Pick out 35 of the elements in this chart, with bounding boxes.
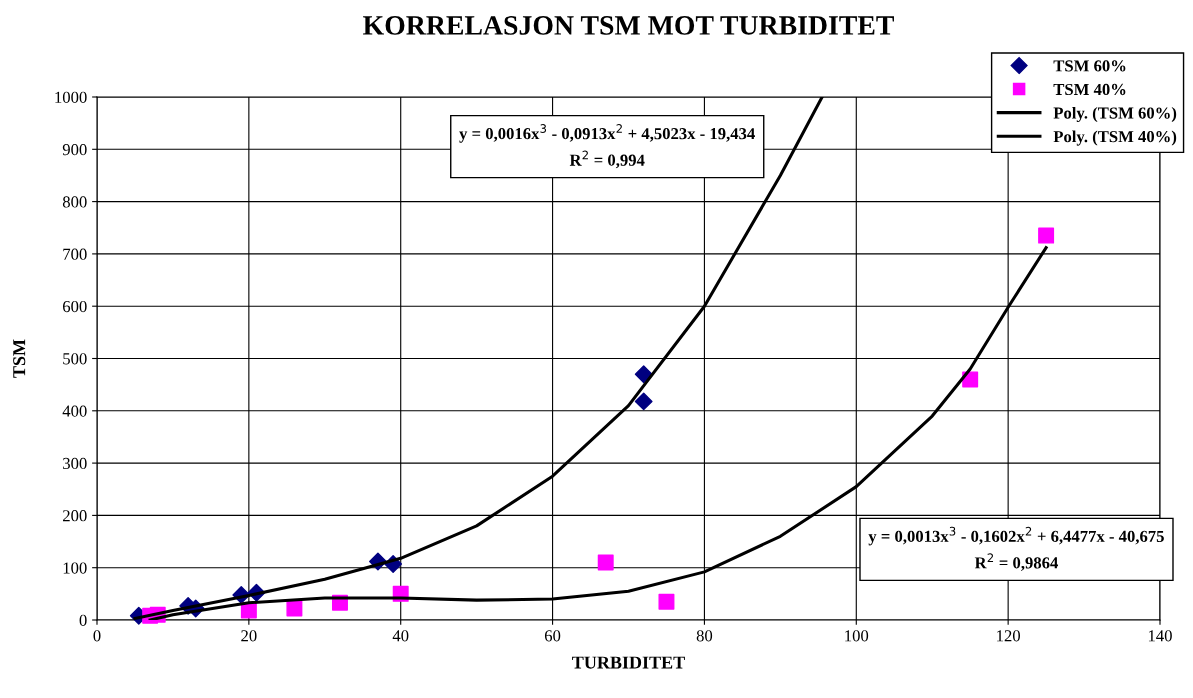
legend-label: Poly. (TSM 60%): [1053, 106, 1177, 123]
y-tick-label: 700: [63, 248, 87, 260]
point: [634, 392, 653, 411]
point: [240, 602, 257, 619]
point: [634, 365, 653, 384]
y-tick-label: 400: [62, 405, 87, 417]
y-axis-title: TSM: [13, 339, 26, 378]
legend-label: TSM 40%: [1053, 83, 1126, 96]
y-tick-label: 900: [62, 144, 87, 156]
y-tick-label: 300: [63, 457, 87, 470]
legend-label: TSM 60%: [1053, 60, 1126, 72]
point: [286, 600, 303, 617]
x-axis-title: TURBIDITET: [572, 656, 685, 669]
y-tick-label: 500: [63, 353, 87, 365]
point: [658, 593, 675, 610]
x-tick-label: 0: [93, 630, 101, 642]
y-tick-label: 600: [62, 300, 87, 313]
legend-label: Poly. (TSM 40%): [1053, 130, 1177, 146]
point: [1038, 227, 1055, 244]
x-tick-label: 20: [241, 630, 257, 642]
x-tick-label: 140: [1148, 630, 1172, 642]
x-tick-label: 80: [696, 630, 713, 642]
text: y = 0,0013x$^{3}$ - 0,1602x$^{2}$ + 6,4477x - 40,675 R$^{2}$ = 0,9864: [868, 526, 1164, 571]
y-tick-label: 800: [62, 196, 87, 208]
x-tick-label: 60: [544, 630, 561, 642]
x-tick-label: 40: [392, 630, 409, 642]
y-tick-label: 0: [79, 614, 87, 626]
point: [597, 554, 614, 571]
chart-title: KORRELASJON TSM MOT TURBIDITET: [363, 16, 894, 35]
text: y = 0,0016x$^{3}$ - 0,0913x$^{2}$ + 4,5023x - 19,434 R$^{2}$ = 0,994: [459, 124, 755, 169]
y-tick-label: 1000: [55, 91, 87, 103]
x-tick-label: 100: [845, 630, 869, 642]
y-tick-label: 200: [63, 510, 87, 522]
x-tick-label: 120: [997, 630, 1021, 642]
y-tick-label: 100: [63, 562, 87, 574]
